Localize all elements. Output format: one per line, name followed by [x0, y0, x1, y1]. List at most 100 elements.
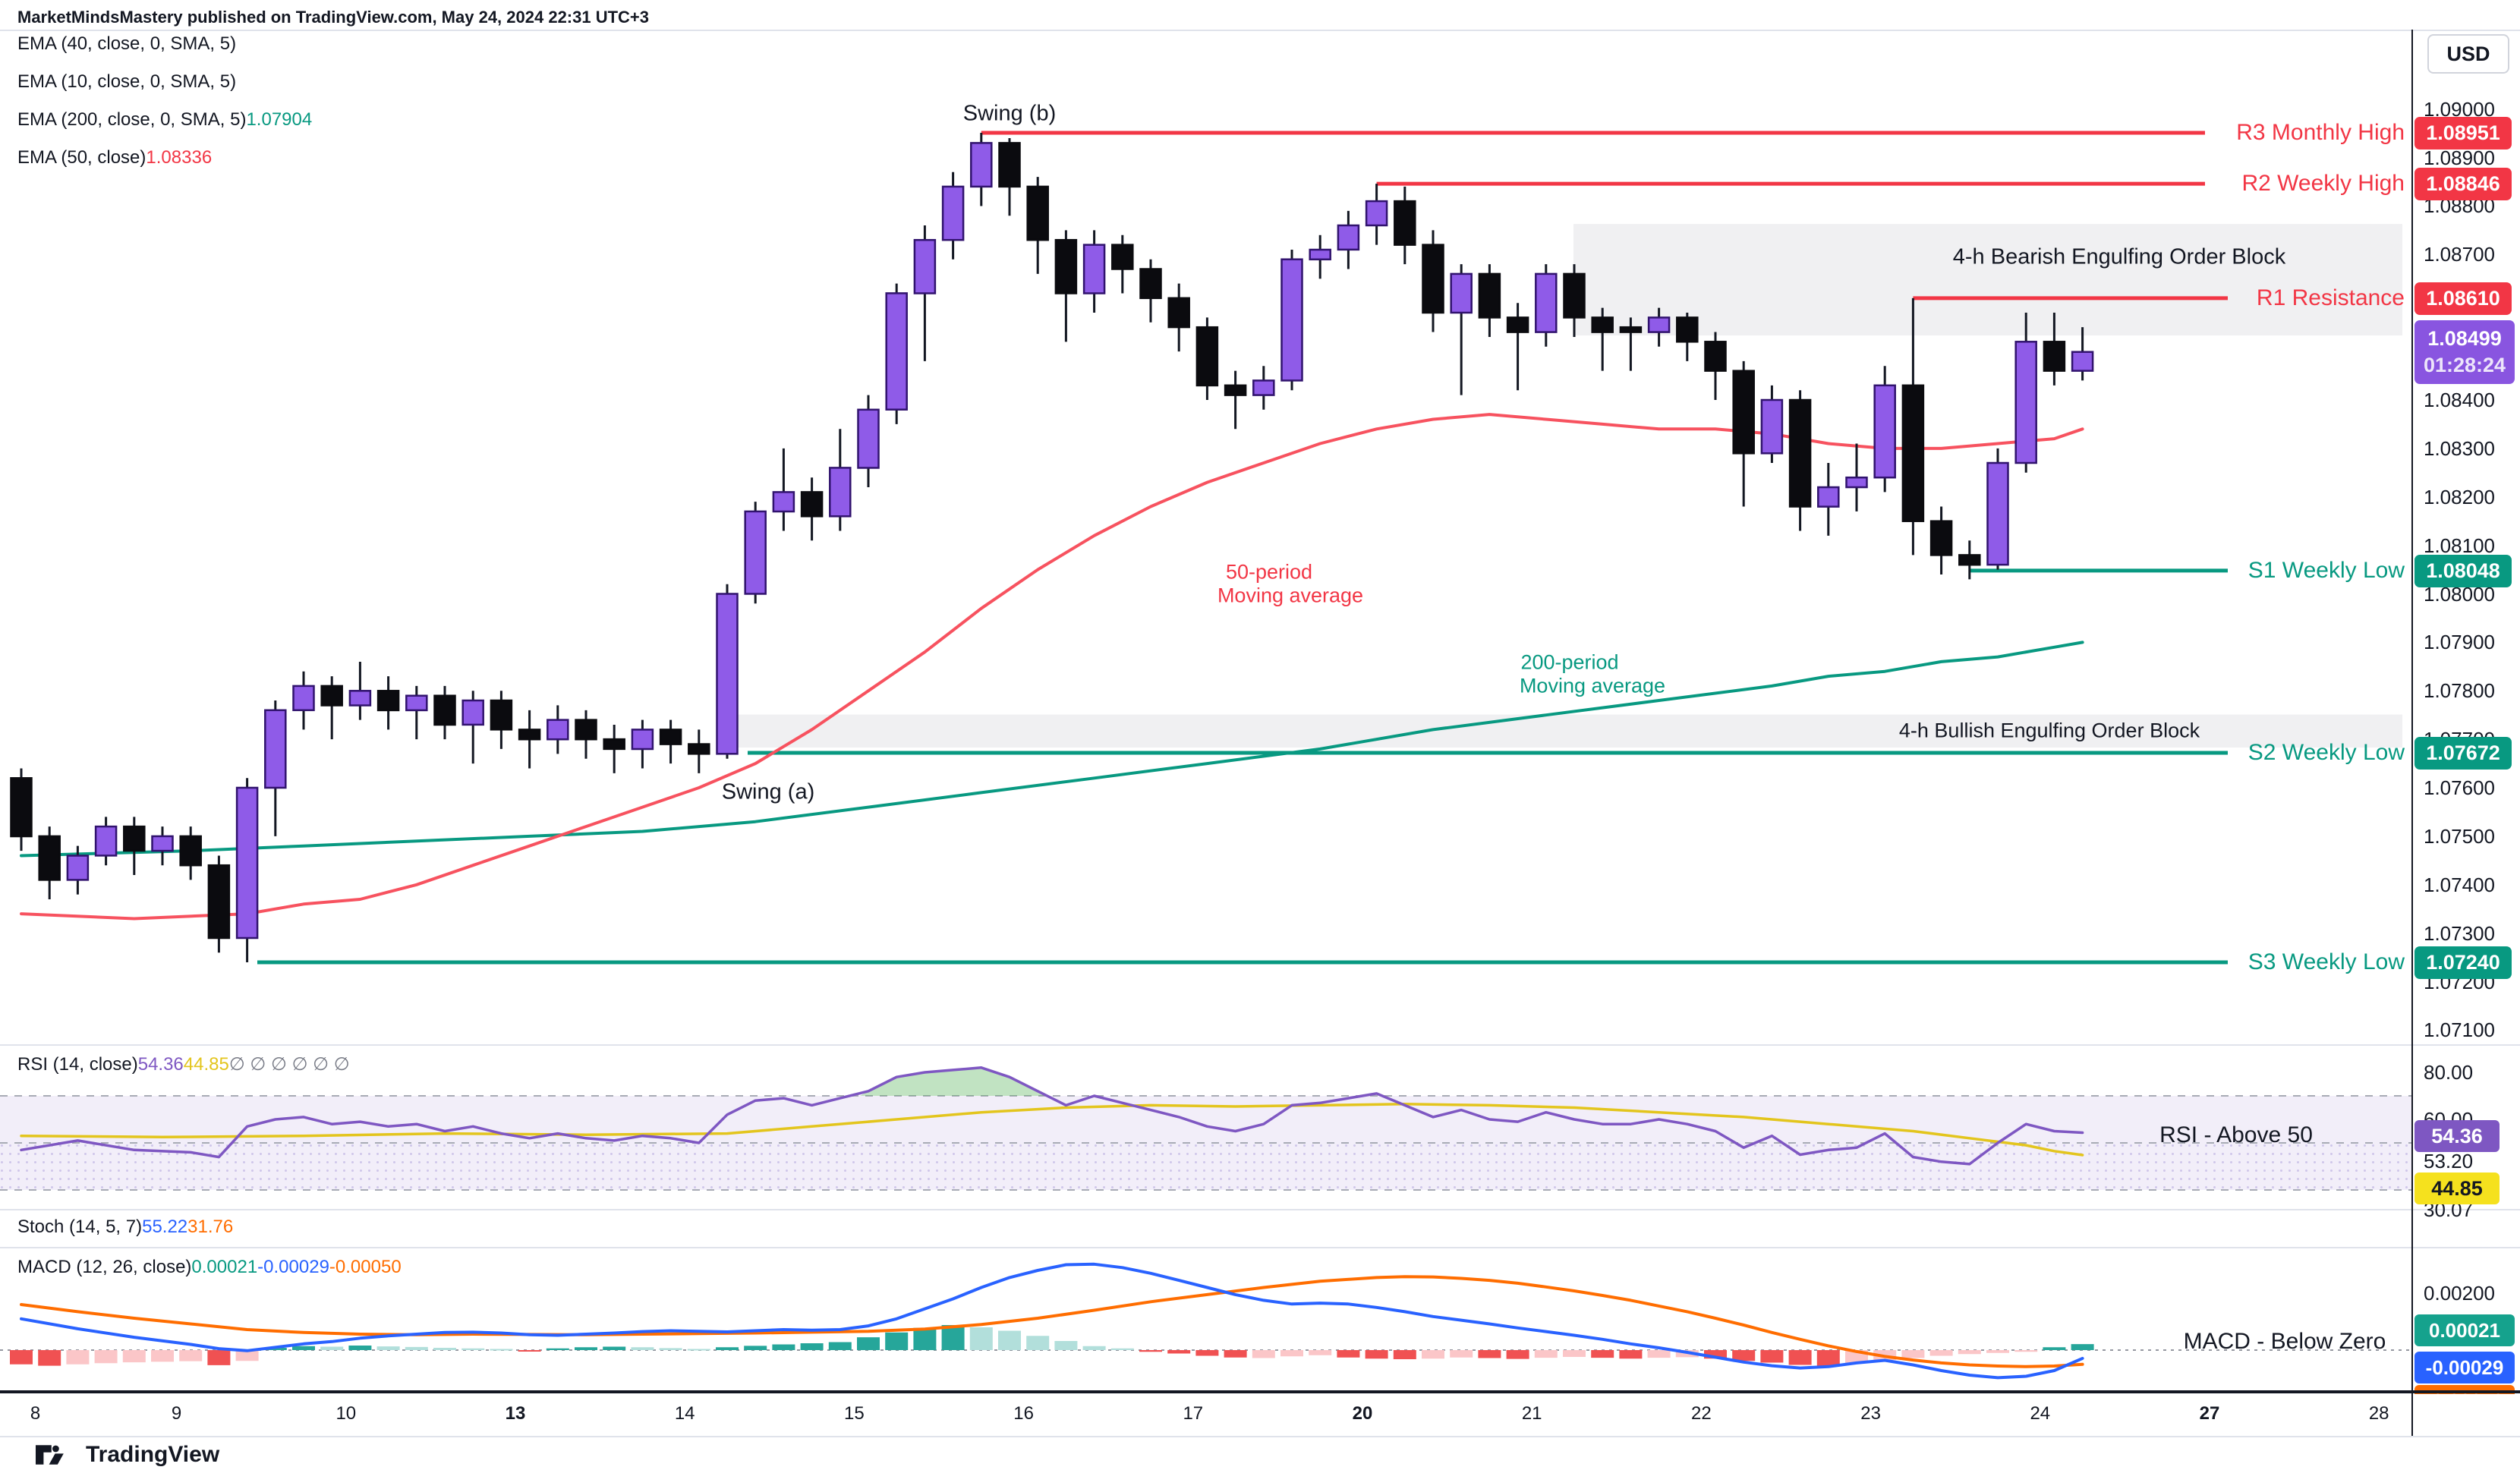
candle-up — [151, 835, 174, 852]
macd-histogram-bar — [1422, 1350, 1444, 1359]
time-axis-day-label[interactable]: 22 — [1691, 1403, 1712, 1424]
candle-up — [1082, 244, 1106, 294]
candle-down — [1422, 244, 1444, 314]
macd-histogram-bar — [490, 1349, 513, 1351]
time-axis-day-label[interactable]: 20 — [1352, 1403, 1373, 1424]
candle-up — [716, 593, 739, 755]
ema200-line — [20, 641, 2084, 858]
macd-histogram-bar — [518, 1350, 541, 1352]
candle-up — [744, 510, 767, 595]
indicator-legend-row[interactable]: EMA (10, close, 0, SMA, 5) — [17, 71, 237, 92]
candle-down — [179, 835, 202, 867]
macd-histogram-bar — [320, 1346, 344, 1350]
macd-histogram-bar — [744, 1346, 767, 1350]
candle-up — [970, 142, 993, 188]
candle-down — [1958, 554, 1981, 566]
macd-histogram-bar — [461, 1348, 485, 1350]
candle-down — [1394, 200, 1416, 246]
macd-histogram-bar — [546, 1348, 569, 1350]
macd-histogram-bar — [631, 1347, 654, 1350]
candle-up — [235, 786, 259, 940]
time-axis-day-label[interactable]: 10 — [335, 1403, 357, 1424]
macd-histogram-bar — [941, 1325, 965, 1350]
time-axis-day-label[interactable]: 16 — [1013, 1403, 1034, 1424]
candle-down — [1901, 384, 1925, 522]
candle-down — [1195, 326, 1219, 387]
candle-down — [1026, 185, 1049, 241]
macd-line — [20, 1262, 2084, 1380]
macd-legend-row[interactable]: MACD (12, 26, close)0.00021-0.00029-0.00… — [17, 1257, 402, 1277]
macd-histogram-bar — [2071, 1344, 2094, 1350]
candle-down — [518, 729, 541, 741]
time-axis-day-label[interactable]: 17 — [1183, 1403, 1204, 1424]
macd-histogram-bar — [179, 1350, 203, 1361]
macd-histogram-bar — [263, 1348, 287, 1350]
time-axis-day-label[interactable]: 23 — [1860, 1403, 1881, 1424]
candle-down — [603, 738, 625, 751]
time-axis-day-label[interactable]: 9 — [171, 1403, 182, 1424]
macd-histogram-bar — [433, 1348, 456, 1350]
macd-histogram-bar — [1929, 1350, 1953, 1356]
candle-up — [1535, 272, 1558, 333]
published-header: MarketMindsMastery published on TradingV… — [17, 8, 650, 27]
time-axis-day-label[interactable]: 24 — [2030, 1403, 2051, 1424]
macd-histogram-bar — [1309, 1350, 1332, 1355]
candle-down — [688, 743, 710, 755]
macd-histogram-bar — [1365, 1350, 1388, 1359]
candle-up — [913, 238, 937, 294]
candle-up — [1450, 272, 1473, 314]
currency-toggle-button[interactable]: USD — [2427, 34, 2509, 74]
candle-up — [1845, 476, 1868, 489]
time-axis[interactable]: 8 9 10 13 14 15 16 17 20 21 22 23 24 27 28 — [0, 1394, 2520, 1436]
time-axis-day-label[interactable]: 13 — [505, 1403, 526, 1424]
candle-up — [885, 292, 908, 411]
indicator-legend-row[interactable]: EMA (200, close, 0, SMA, 5)1.07904 — [17, 109, 313, 130]
macd-histogram-bar — [998, 1330, 1021, 1350]
candle-up — [547, 719, 569, 741]
candle-up — [2071, 351, 2094, 372]
stoch-legend-row[interactable]: Stoch (14, 5, 7)55.2231.76 — [17, 1217, 234, 1237]
indicator-legend-row[interactable]: EMA (50, close)1.08336 — [17, 147, 213, 168]
time-axis-day-label[interactable]: 8 — [30, 1403, 41, 1424]
candle-up — [94, 825, 118, 857]
time-axis-day-label[interactable]: 15 — [844, 1403, 865, 1424]
candle-down — [490, 699, 513, 731]
candle-up — [1365, 200, 1388, 227]
ema50-line — [20, 413, 2084, 921]
time-axis-day-label[interactable]: 28 — [2368, 1403, 2389, 1424]
time-axis-day-label[interactable]: 21 — [1521, 1403, 1542, 1424]
macd-histogram-bar — [1563, 1350, 1586, 1357]
footer: TradingView — [0, 1436, 2520, 1470]
candle-up — [1760, 398, 1784, 455]
candle-down — [1054, 238, 1078, 294]
macd-histogram-bar — [2043, 1347, 2066, 1350]
rsi-line — [20, 1066, 2084, 1166]
candle-down — [1704, 341, 1727, 372]
macd-histogram-bar — [1901, 1350, 1925, 1358]
candle-down — [123, 825, 146, 852]
candle-down — [207, 864, 231, 940]
macd-histogram-bar — [1280, 1350, 1303, 1357]
candle-up — [1280, 258, 1303, 382]
macd-histogram-bar — [659, 1348, 682, 1350]
candle-down — [800, 491, 824, 518]
macd-histogram-bar — [1195, 1350, 1219, 1356]
time-axis-day-label[interactable]: 14 — [674, 1403, 695, 1424]
macd-histogram-bar — [1506, 1350, 1529, 1359]
candle-up — [264, 709, 287, 789]
bearish-order-block — [1573, 224, 2402, 336]
macd-histogram-bar — [1167, 1350, 1191, 1354]
rsi-legend-row[interactable]: RSI (14, close)54.3644.85∅ ∅ ∅ ∅ ∅ ∅ — [17, 1054, 350, 1075]
candle-up — [1873, 384, 1896, 479]
tradingview-logo-icon[interactable] — [34, 1443, 74, 1467]
candle-down — [1788, 398, 1812, 508]
macd-histogram-bar — [2014, 1350, 2038, 1352]
macd-histogram-bar — [1534, 1350, 1558, 1358]
macd-histogram-bar — [1619, 1350, 1643, 1359]
candle-down — [575, 719, 597, 741]
time-axis-day-label[interactable]: 27 — [2199, 1403, 2220, 1424]
tradingview-logo-text[interactable]: TradingView — [86, 1442, 220, 1467]
macd-histogram-bar — [913, 1327, 937, 1350]
indicator-legend-row[interactable]: EMA (40, close, 0, SMA, 5) — [17, 33, 237, 54]
